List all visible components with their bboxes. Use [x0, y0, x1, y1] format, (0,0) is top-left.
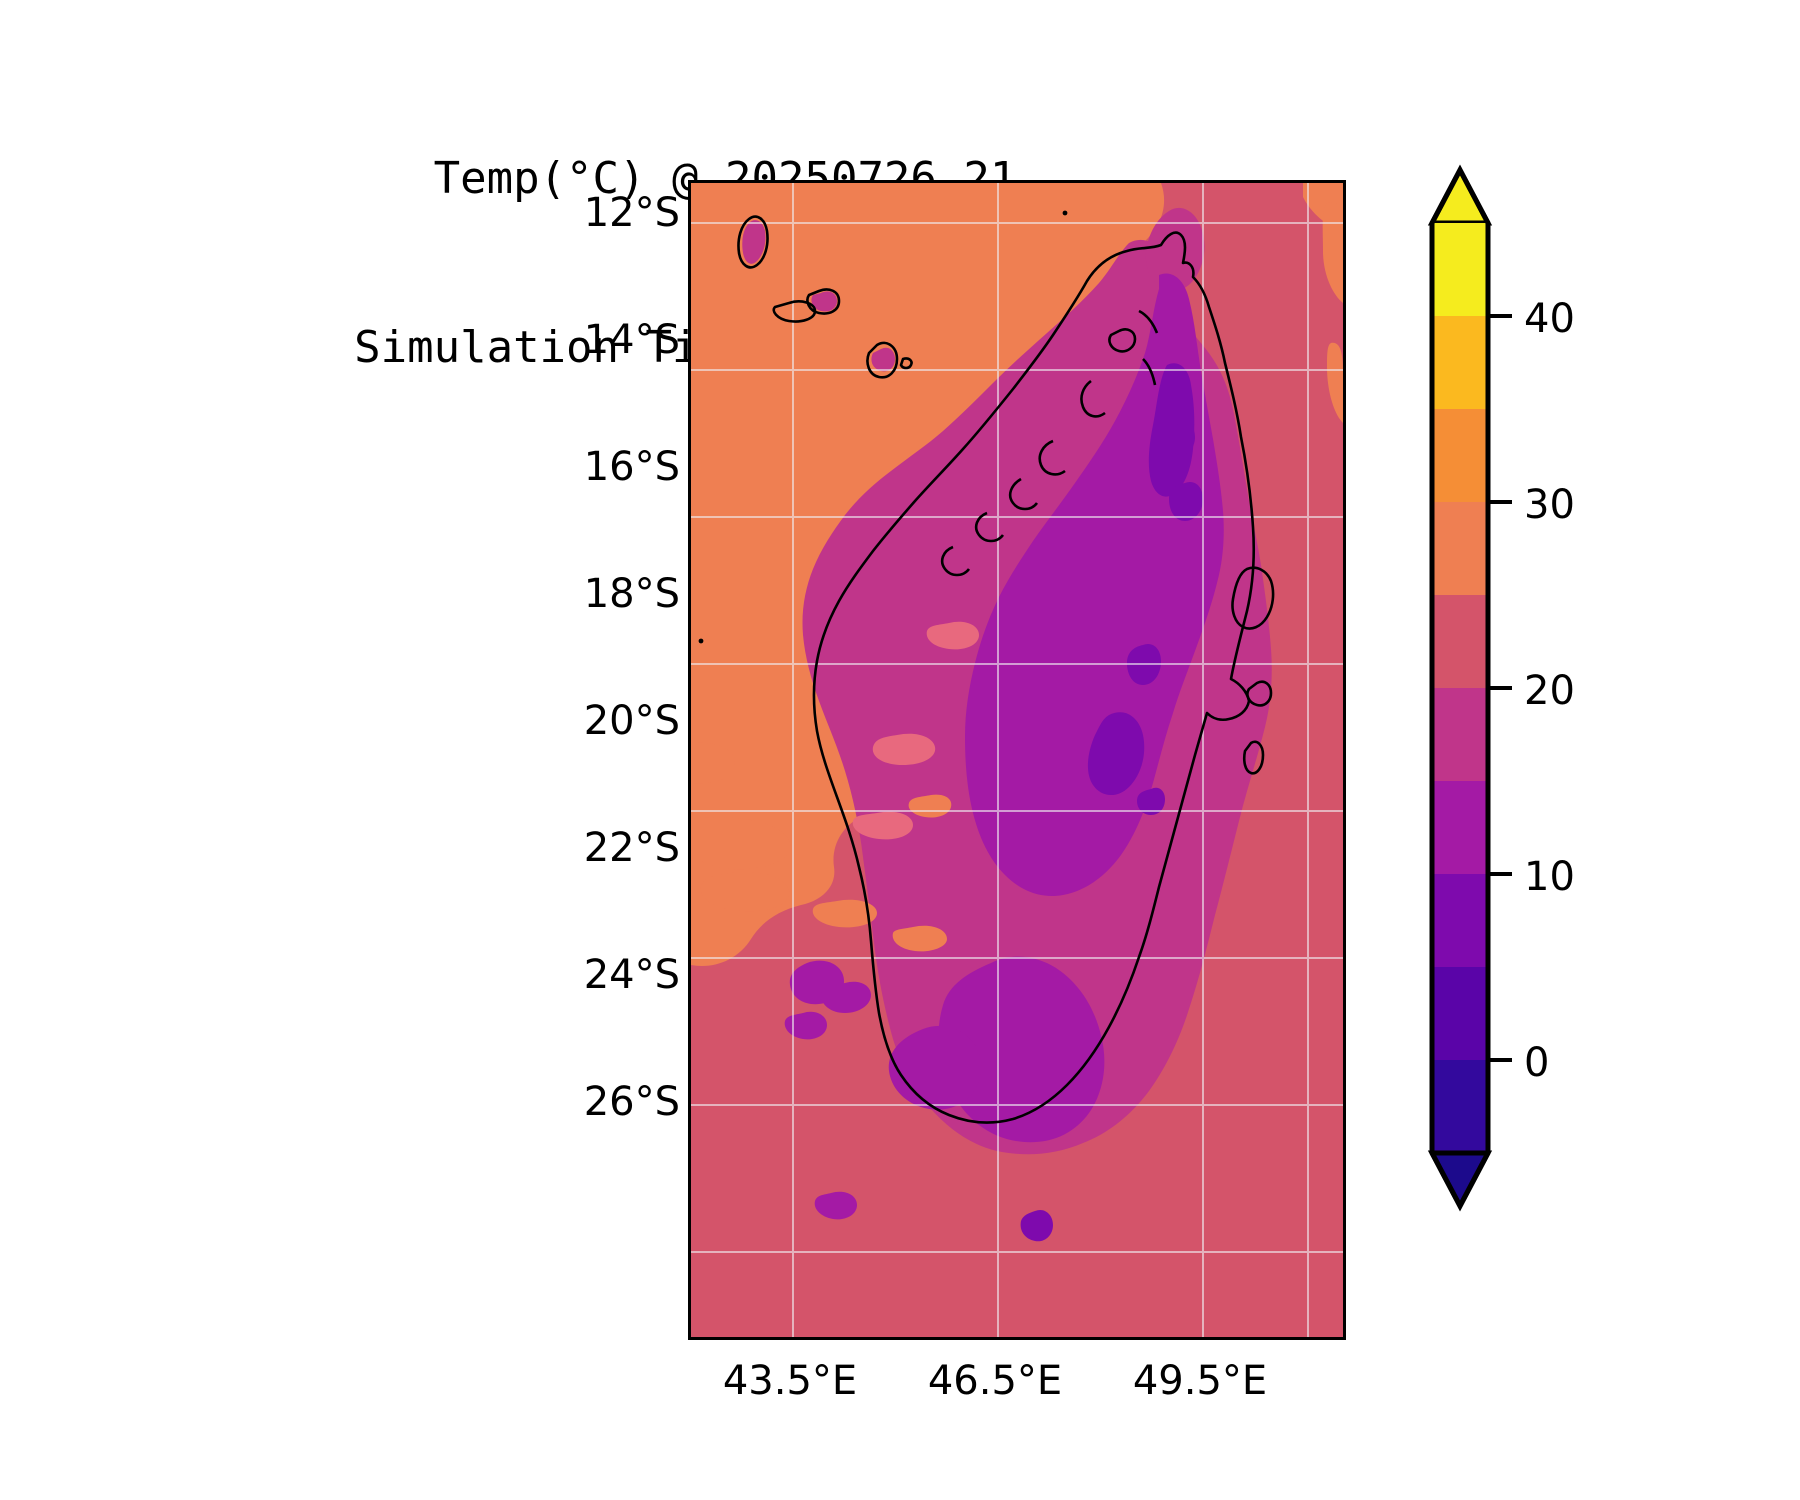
colorbar-bands: [1432, 223, 1488, 1153]
colorbar-extend-under-arrow: [1427, 1150, 1493, 1212]
coastline-northeast-detail: [1138, 309, 1159, 386]
colorbar-band-10-15: [1432, 781, 1488, 874]
band-5-10-peak-5: [1169, 421, 1195, 455]
ytick-label-24S: 24°S: [583, 952, 680, 998]
ytick-label-26S: 26°S: [583, 1079, 680, 1125]
colorbar-band-25-30: [1432, 502, 1488, 595]
band-10-15-west-spot-2: [821, 981, 871, 1013]
xtick-label-43-5E: 43.5°E: [722, 1358, 858, 1404]
ytick-label-22S: 22°S: [583, 825, 680, 871]
colorbar-band-0-5: [1432, 967, 1488, 1060]
coastline-islet-ste-marie: [1242, 740, 1265, 775]
band-10-15-west-spot-3: [784, 1011, 827, 1040]
colorbar-label-10: 10: [1524, 854, 1575, 900]
band-25-30-east-patch-2: [1327, 342, 1343, 423]
colorbar-band-15-20: [1432, 688, 1488, 781]
colorbar-label-0: 0: [1524, 1040, 1550, 1086]
temperature-contour-map: [691, 183, 1343, 1337]
ytick-label-12S: 12°S: [583, 190, 680, 236]
island-grande-comore: [742, 220, 766, 264]
coastline-masoala-peninsula: [1231, 566, 1275, 630]
colorbar-band-40-45: [1432, 223, 1488, 316]
band-20-25-interior-patch-2: [852, 811, 913, 840]
band-25-30-west-patch-1: [691, 742, 735, 784]
band-5-10-peak-se: [1020, 1209, 1053, 1242]
colorbar-band-5-10: [1432, 874, 1488, 967]
colorbar-ticks: [1488, 314, 1512, 1062]
band-20-25-interior-patch-1: [872, 733, 936, 765]
colorbar-band-minus5-0: [1432, 1060, 1488, 1153]
island-moheli: [811, 291, 837, 312]
coastline-mayotte-islet: [899, 357, 913, 370]
band-25-30-west-patch-3: [700, 871, 790, 912]
coastline-dot-1: [1062, 210, 1068, 216]
coastline-madagascar: [812, 231, 1256, 1124]
band-25-30-east-patch-1: [1322, 202, 1343, 303]
colorbar-band-30-35: [1432, 409, 1488, 502]
colorbar-outline: [1429, 164, 1491, 1212]
coastline-grande-comore: [737, 215, 769, 269]
colorbar-extend-over-arrow: [1427, 164, 1493, 226]
coastline-islet-east: [1246, 680, 1273, 707]
band-5-10-peak-central: [1087, 712, 1145, 796]
band-25-30-west-patch-2: [691, 817, 791, 870]
band-20-25-interior-patch-3: [812, 899, 877, 928]
colorbar-graphic: [1427, 164, 1512, 1212]
ytick-label-18S: 18°S: [583, 571, 680, 617]
coastline-dot-2: [698, 638, 704, 644]
coastline-mayotte: [866, 341, 899, 379]
colorbar[interactable]: 40 30 20 10 0: [1424, 160, 1724, 1410]
band-15-20-north-tip: [1145, 207, 1205, 292]
xtick-label-46-5E: 46.5°E: [927, 1358, 1063, 1404]
ytick-label-14S: 14°S: [583, 317, 680, 363]
ytick-label-16S: 16°S: [583, 444, 680, 490]
ytick-label-20S: 20°S: [583, 698, 680, 744]
band-20-25-interior-patch-5: [926, 621, 979, 650]
band-10-15-south-lobe: [938, 956, 1105, 1143]
island-mayotte: [871, 347, 895, 372]
colorbar-label-30: 30: [1524, 482, 1575, 528]
band-5-10-peak-4: [1137, 787, 1165, 815]
colorbar-label-40: 40: [1524, 296, 1575, 342]
coastline-northwest-bays: [940, 379, 1106, 577]
colorbar-band-35-40: [1432, 316, 1488, 409]
band-20-25-interior-patch-4: [892, 925, 947, 952]
colorbar-band-20-25: [1432, 595, 1488, 688]
band-5-10-peak-3: [1169, 481, 1203, 521]
map-axes[interactable]: [688, 180, 1346, 1340]
colorbar-label-20: 20: [1524, 668, 1575, 714]
coastline-anjouan: [772, 300, 817, 323]
coastline-nosy-be: [1108, 328, 1137, 353]
xtick-label-49-5E: 49.5°E: [1132, 1358, 1268, 1404]
coastline-outlines: [698, 210, 1275, 1124]
band-10-15-southwest-spot: [814, 1191, 857, 1220]
